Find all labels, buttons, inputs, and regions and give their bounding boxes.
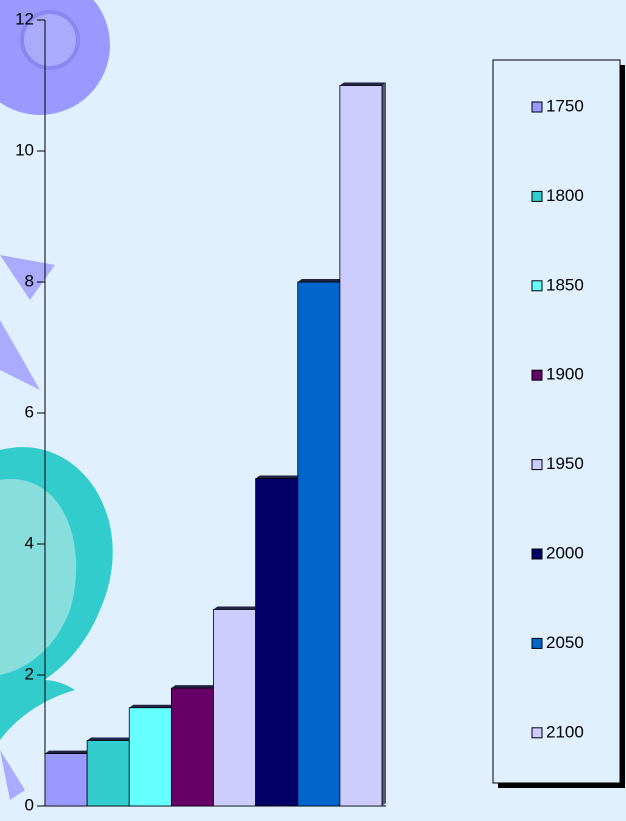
y-tick-label: 10 — [15, 140, 34, 159]
bar-top — [171, 685, 218, 689]
y-tick-label: 2 — [25, 664, 34, 683]
y-tick-label: 4 — [25, 533, 34, 552]
y-tick-label: 0 — [25, 795, 34, 814]
legend-label: 2000 — [546, 543, 584, 562]
y-tick-label: 6 — [25, 402, 34, 421]
bar-top — [213, 606, 260, 610]
bar-side — [382, 82, 386, 806]
decoration — [20, 10, 80, 70]
legend-label: 1950 — [546, 454, 584, 473]
legend-label: 1800 — [546, 186, 584, 205]
bar — [339, 85, 383, 807]
decoration — [0, 680, 75, 740]
legend-label: 2100 — [546, 722, 584, 741]
legend-swatch — [531, 459, 543, 471]
decoration — [0, 255, 55, 300]
bar-top — [297, 279, 344, 282]
legend-swatch — [531, 637, 543, 649]
legend-swatch — [531, 369, 543, 381]
bar-top — [45, 750, 92, 754]
decoration — [0, 320, 40, 390]
bar — [255, 478, 299, 807]
bar — [86, 740, 130, 807]
bar-top — [129, 704, 176, 708]
bar-top — [87, 737, 134, 741]
bar-top — [255, 475, 302, 479]
y-tick-label: 12 — [15, 9, 34, 28]
legend-label: 1900 — [546, 365, 584, 384]
legend-label: 1850 — [546, 275, 584, 294]
bar-top — [339, 82, 386, 86]
legend-swatch — [531, 548, 543, 560]
bar — [297, 281, 341, 807]
decoration — [0, 479, 77, 675]
legend-swatch — [531, 101, 543, 113]
legend-swatch — [531, 280, 543, 292]
bar — [128, 707, 172, 807]
legend-label: 1750 — [546, 96, 584, 115]
legend-swatch — [531, 190, 543, 202]
y-tick-label: 8 — [25, 271, 34, 290]
legend-label: 2050 — [546, 633, 584, 652]
bar — [213, 609, 257, 807]
legend-swatch — [531, 727, 543, 739]
bar — [170, 687, 214, 807]
decoration — [0, 750, 25, 800]
legend — [492, 59, 621, 784]
bar — [44, 753, 88, 807]
